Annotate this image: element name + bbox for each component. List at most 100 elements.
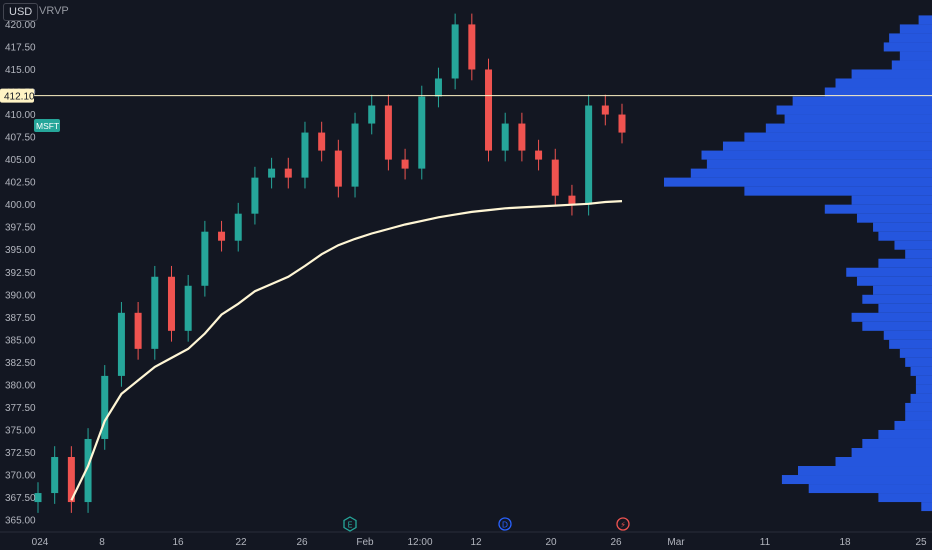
y-tick-label: 380.00: [5, 380, 36, 391]
candle-body: [84, 438, 92, 503]
x-tick-label: 22: [235, 537, 247, 548]
candle-body: [551, 159, 559, 196]
event-marker-glyph: ⚡: [620, 521, 626, 530]
x-tick-label: 11: [760, 537, 771, 548]
x-tick-label: 12:00: [407, 537, 432, 548]
x-tick-label: 8: [99, 537, 105, 548]
candle-body: [151, 276, 159, 349]
event-marker-dividend: D: [498, 517, 512, 531]
event-marker-earnings: E: [343, 516, 357, 532]
candle-body: [568, 195, 576, 205]
y-tick-label: 397.50: [5, 223, 36, 234]
candle-body: [451, 24, 459, 79]
y-tick-label: 415.00: [5, 65, 36, 76]
candle-body: [34, 493, 42, 503]
y-tick-label: 372.50: [5, 448, 36, 459]
y-tick-label: 395.00: [5, 245, 36, 256]
volume-profile: [664, 15, 932, 512]
candle-body: [268, 168, 276, 178]
volume-profile-bar: [918, 15, 932, 25]
volume-profile-bar: [744, 132, 932, 142]
candle-body: [485, 69, 493, 151]
candle-body: [117, 312, 125, 376]
volume-profile-bar: [776, 105, 932, 115]
volume-profile-bar: [894, 420, 932, 430]
volume-profile-bar: [905, 411, 932, 421]
volume-profile-bar: [664, 177, 932, 187]
y-tick-label: 405.00: [5, 155, 36, 166]
vwap-line: [70, 200, 623, 501]
candle-body: [368, 105, 376, 124]
candle-body: [251, 177, 259, 214]
volume-profile-bar: [862, 294, 932, 304]
candle-body: [535, 150, 543, 160]
candle-body: [334, 150, 342, 187]
volume-profile-bar: [856, 213, 932, 223]
volume-profile-bar: [878, 258, 932, 268]
volume-profile-bar: [856, 276, 932, 286]
x-tick-label: 26: [296, 537, 308, 548]
volume-profile-bar: [905, 402, 932, 412]
y-tick-label: 382.50: [5, 358, 36, 369]
volume-profile-bar: [878, 303, 932, 313]
currency-label[interactable]: USD: [3, 3, 39, 21]
volume-profile-bar: [894, 240, 932, 250]
volume-profile-bar: [798, 466, 932, 476]
candle-body: [301, 132, 309, 178]
y-tick-label: 385.00: [5, 335, 36, 346]
volume-profile-bar: [784, 114, 932, 124]
price-marker-412: 412.10: [0, 88, 35, 103]
x-tick-label: 20: [545, 537, 557, 548]
x-tick-label: 25: [915, 537, 927, 548]
y-tick-label: 417.50: [5, 42, 36, 53]
y-tick-label: 400.00: [5, 200, 36, 211]
volume-profile-bar: [910, 393, 932, 403]
candle-body: [384, 105, 392, 160]
event-marker-split-or-news: ⚡: [616, 517, 630, 531]
symbol-ticker: MSFT: [36, 121, 59, 131]
volume-profile-bar: [706, 159, 932, 169]
candle-body: [318, 132, 326, 151]
volume-profile-bar: [862, 321, 932, 331]
volume-profile-bar: [824, 87, 932, 97]
candle-body: [51, 457, 59, 494]
volume-profile-bar: [722, 141, 932, 151]
x-tick-label: 12: [470, 537, 482, 548]
indicator-label[interactable]: VRVP: [39, 5, 69, 17]
volume-profile-bar: [915, 384, 932, 394]
candle-body: [601, 105, 609, 115]
volume-profile-bar: [808, 484, 932, 494]
candle-body: [167, 276, 175, 331]
split-or-news-icon: [616, 517, 630, 531]
volume-profile-bar: [883, 42, 932, 52]
volume-profile-bar: [899, 348, 932, 358]
volume-profile-bar: [835, 457, 932, 467]
volume-profile-bar: [835, 78, 932, 88]
candle-body: [401, 159, 409, 169]
y-tick-label: 390.00: [5, 290, 36, 301]
x-tick-label: Feb: [356, 537, 374, 548]
volume-profile-bar: [905, 249, 932, 259]
candle-body: [351, 123, 359, 187]
event-marker-glyph: E: [347, 521, 352, 530]
y-tick-label: 420.00: [5, 20, 36, 31]
y-tick-label: 387.50: [5, 313, 36, 324]
candle-body: [134, 312, 142, 349]
volume-profile-bar: [851, 195, 932, 205]
candle-body: [234, 213, 242, 241]
y-tick-label: 367.50: [5, 493, 36, 504]
y-tick-label: 370.00: [5, 471, 36, 482]
y-tick-label: 410.00: [5, 110, 36, 121]
price-axis: 420.00417.50415.00412.50410.00407.50405.…: [5, 20, 36, 527]
volume-profile-bar: [824, 204, 932, 214]
volume-profile-bar: [701, 150, 932, 160]
volume-profile-bar: [781, 475, 932, 485]
candlestick-series: [34, 13, 626, 513]
y-tick-label: 402.50: [5, 178, 36, 189]
volume-profile-bar: [915, 375, 932, 385]
x-tick-label: 16: [172, 537, 184, 548]
volume-profile-bar: [891, 60, 932, 70]
volume-profile-bar: [878, 231, 932, 241]
volume-profile-bar: [846, 267, 932, 277]
